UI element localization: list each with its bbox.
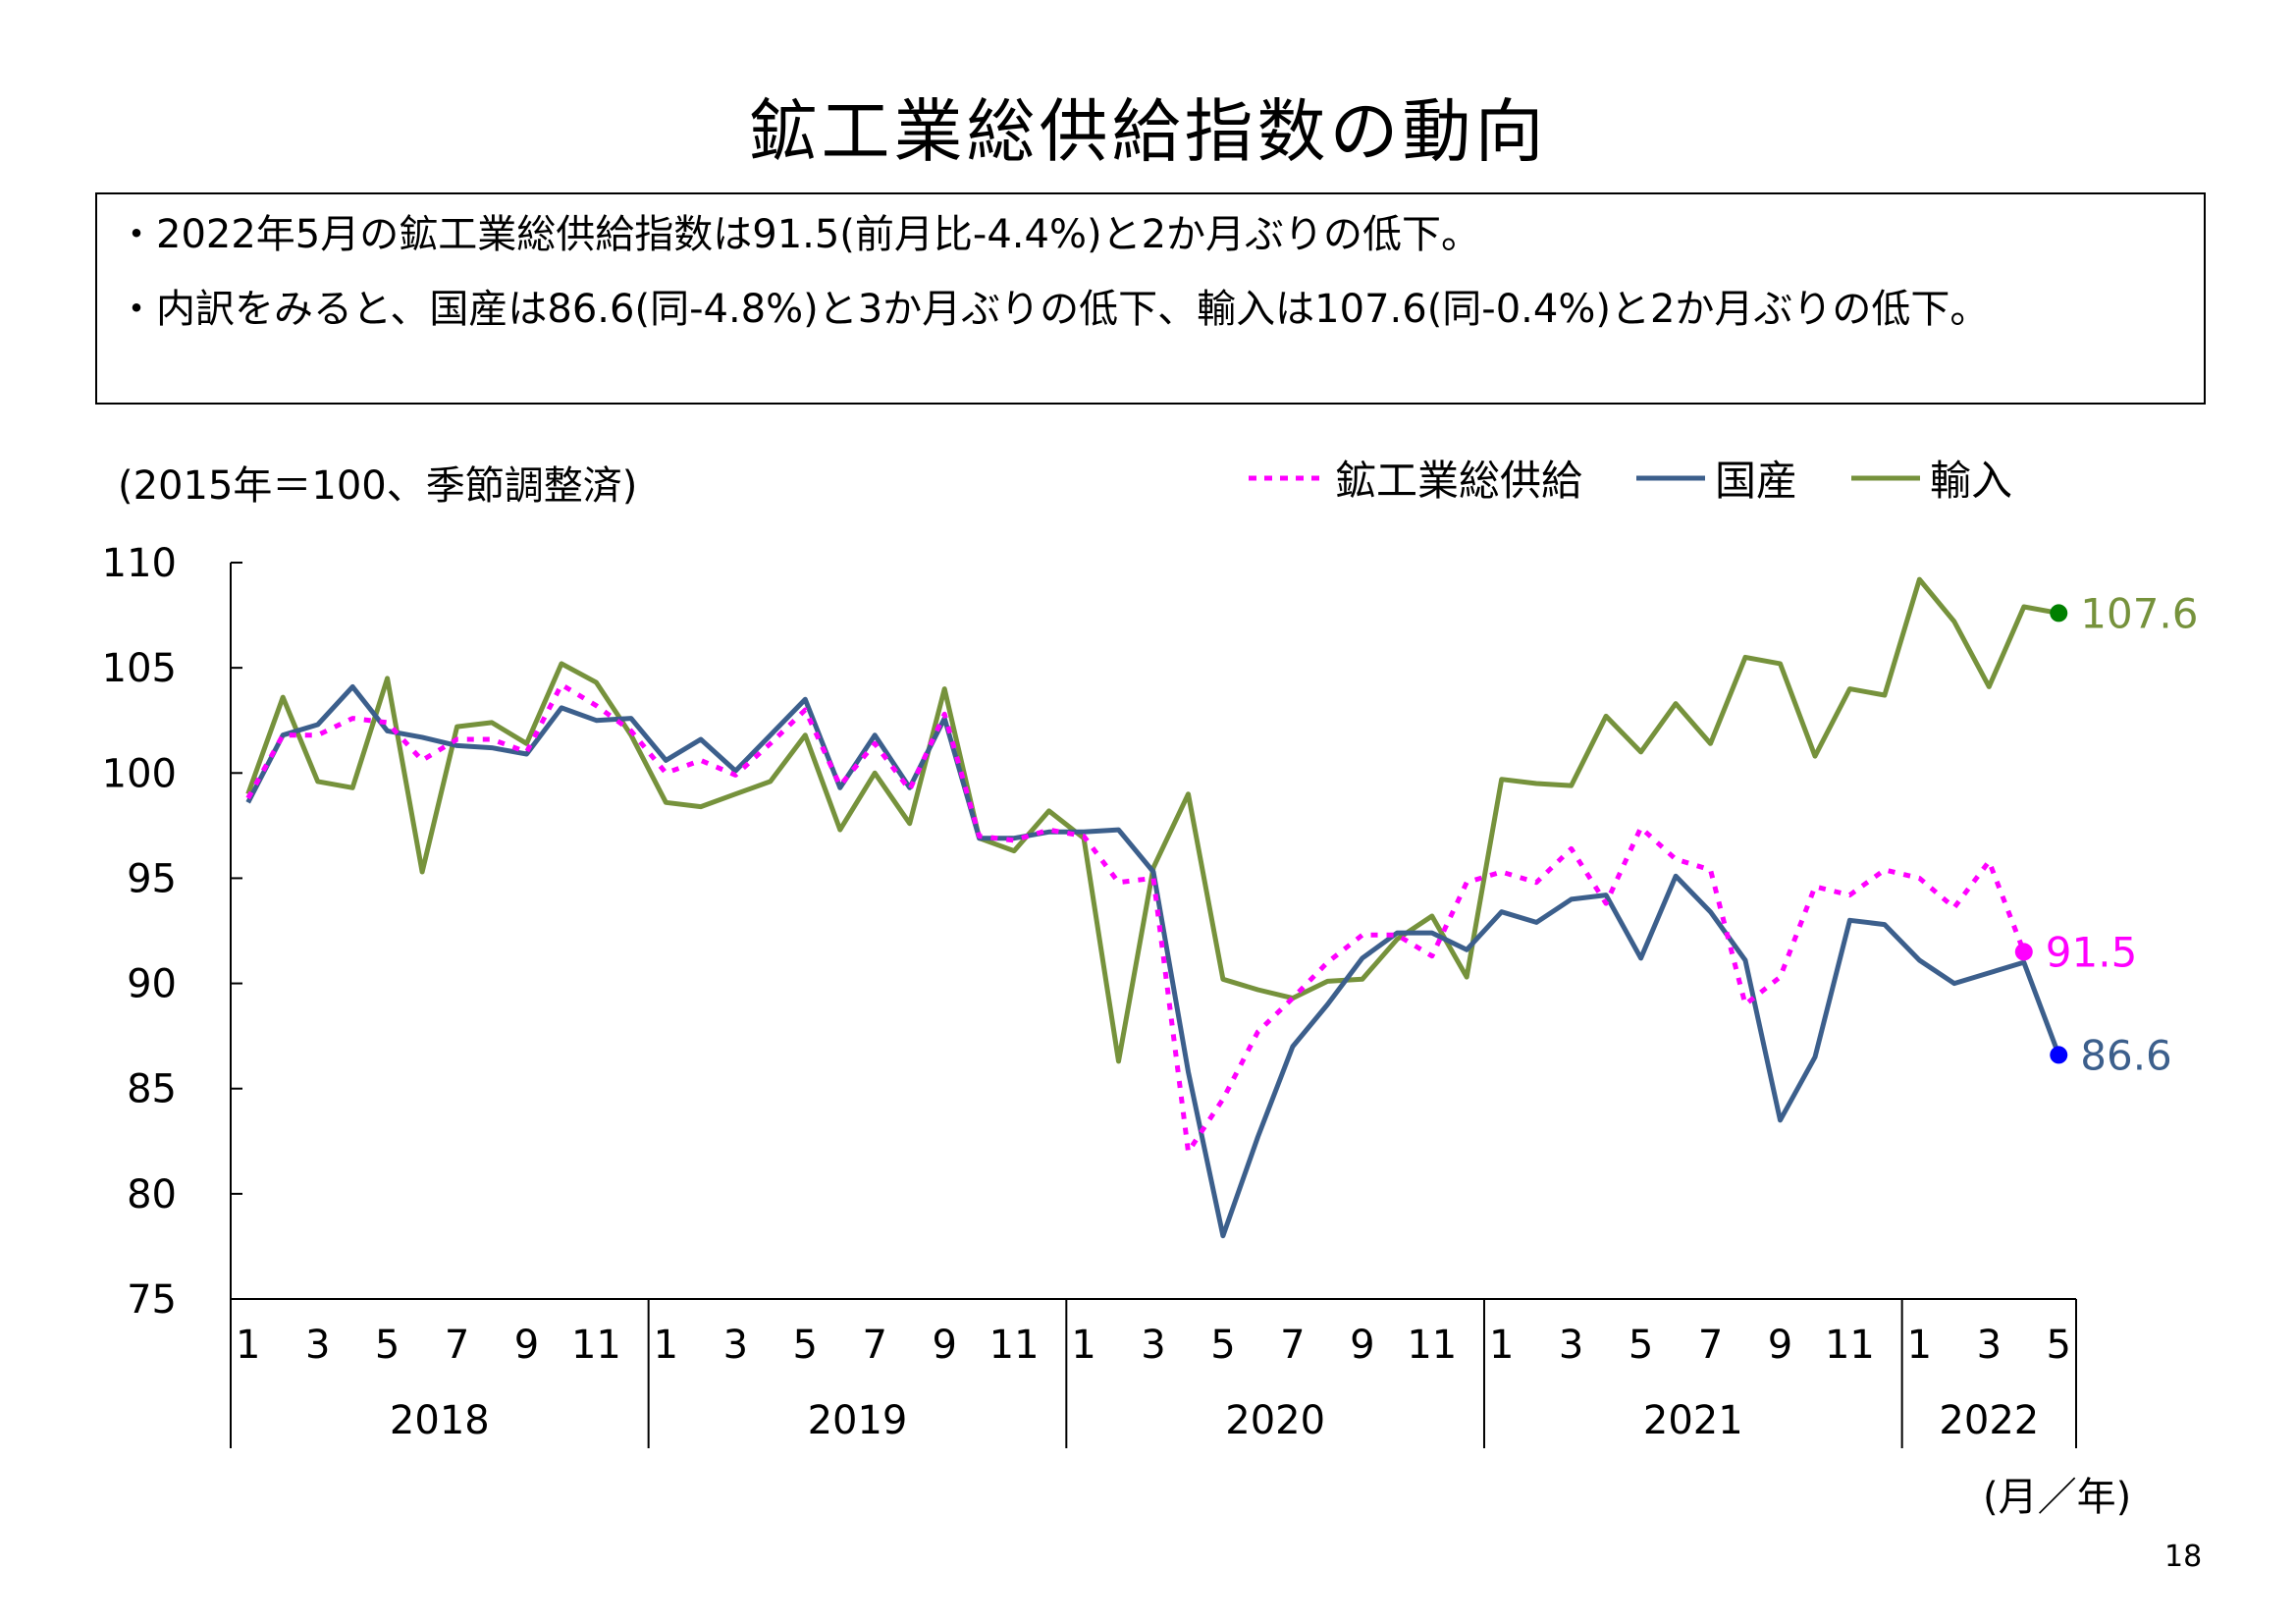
x-month-label: 5	[375, 1323, 400, 1368]
series-end-point-0	[2014, 943, 2033, 961]
x-month-label: 1	[1907, 1323, 1932, 1368]
legend-swatch-domestic	[1636, 475, 1706, 480]
series-line-2	[245, 576, 2059, 1064]
x-year-label: 2018	[390, 1398, 490, 1443]
page-title: 鉱工業総供給指数の動向	[748, 91, 1548, 172]
y-tick-label: 85	[127, 1067, 177, 1112]
x-month-label: 1	[236, 1323, 260, 1368]
x-month-label: 9	[1768, 1323, 1792, 1368]
x-month-label: 5	[2047, 1323, 2071, 1368]
x-month-label: 3	[1977, 1323, 2002, 1368]
summary-line-2: ・内訳をみると、国産は86.6(同-4.8%)と3か月ぶりの低下、輸入は107.…	[117, 287, 1990, 332]
x-month-label: 7	[1280, 1323, 1305, 1368]
page-number: 18	[2164, 1540, 2203, 1574]
y-tick-label: 100	[102, 751, 177, 796]
x-month-label: 3	[1559, 1323, 1583, 1368]
summary-box: ・2022年5月の鉱工業総供給指数は91.5(前月比-4.4%)と2か月ぶりの低…	[95, 192, 2206, 405]
series-end-point-1	[2050, 1046, 2068, 1064]
unit-label: (2015年＝100、季節調整済)	[118, 463, 638, 509]
x-month-label: 7	[1698, 1323, 1723, 1368]
series-end-label-2: 107.6	[2080, 589, 2198, 637]
x-month-label: 1	[654, 1323, 678, 1368]
x-month-label: 1	[1489, 1323, 1514, 1368]
x-month-label: 1	[1071, 1323, 1095, 1368]
x-month-label: 9	[932, 1323, 956, 1368]
x-month-label: 7	[862, 1323, 886, 1368]
legend-label-domestic: 国産	[1715, 457, 1798, 505]
x-year-label: 2019	[808, 1398, 908, 1443]
summary-line-1: ・2022年5月の鉱工業総供給指数は91.5(前月比-4.4%)と2か月ぶりの低…	[117, 212, 1481, 257]
legend-item-total: 鉱工業総供給	[1247, 448, 1582, 508]
y-tick-label: 105	[102, 646, 177, 691]
y-tick-label: 95	[127, 856, 177, 901]
legend-label-total: 鉱工業総供給	[1335, 457, 1583, 505]
x-month-label: 5	[1629, 1323, 1653, 1368]
y-tick-label: 90	[127, 962, 177, 1007]
x-month-label: 5	[1210, 1323, 1235, 1368]
x-month-label: 5	[793, 1323, 818, 1368]
x-month-label: 7	[445, 1323, 469, 1368]
series-line-0	[245, 681, 2027, 1155]
y-tick-label: 80	[127, 1172, 177, 1218]
x-month-label: 9	[1350, 1323, 1374, 1368]
x-month-label: 9	[514, 1323, 539, 1368]
legend-swatch-total	[1249, 475, 1323, 480]
series-line-1	[245, 683, 2061, 1239]
y-tick-label: 75	[127, 1277, 177, 1323]
x-month-label: 3	[1141, 1323, 1165, 1368]
y-tick-label: 110	[102, 541, 177, 586]
x-month-label: 3	[723, 1323, 748, 1368]
chart-legend: 鉱工業総供給 国産 輸入	[1247, 448, 2066, 508]
legend-swatch-import	[1851, 475, 1921, 480]
series-end-label-1: 86.6	[2080, 1031, 2172, 1079]
x-month-label: 11	[1407, 1323, 1457, 1368]
x-month-label: 3	[305, 1323, 330, 1368]
x-year-label: 2021	[1643, 1398, 1743, 1443]
x-month-label: 11	[571, 1323, 621, 1368]
x-month-label: 11	[989, 1323, 1040, 1368]
legend-item-domestic: 国産	[1636, 448, 1797, 508]
series-end-label-0: 91.5	[2046, 928, 2138, 976]
x-year-label: 2020	[1225, 1398, 1325, 1443]
series-end-point-2	[2050, 604, 2068, 623]
x-year-label: 2022	[1939, 1398, 2039, 1443]
legend-item-import: 輸入	[1851, 448, 2012, 508]
x-axis-unit: (月／年)	[1983, 1475, 2132, 1520]
x-month-label: 11	[1825, 1323, 1875, 1368]
legend-label-import: 輸入	[1930, 457, 2013, 505]
